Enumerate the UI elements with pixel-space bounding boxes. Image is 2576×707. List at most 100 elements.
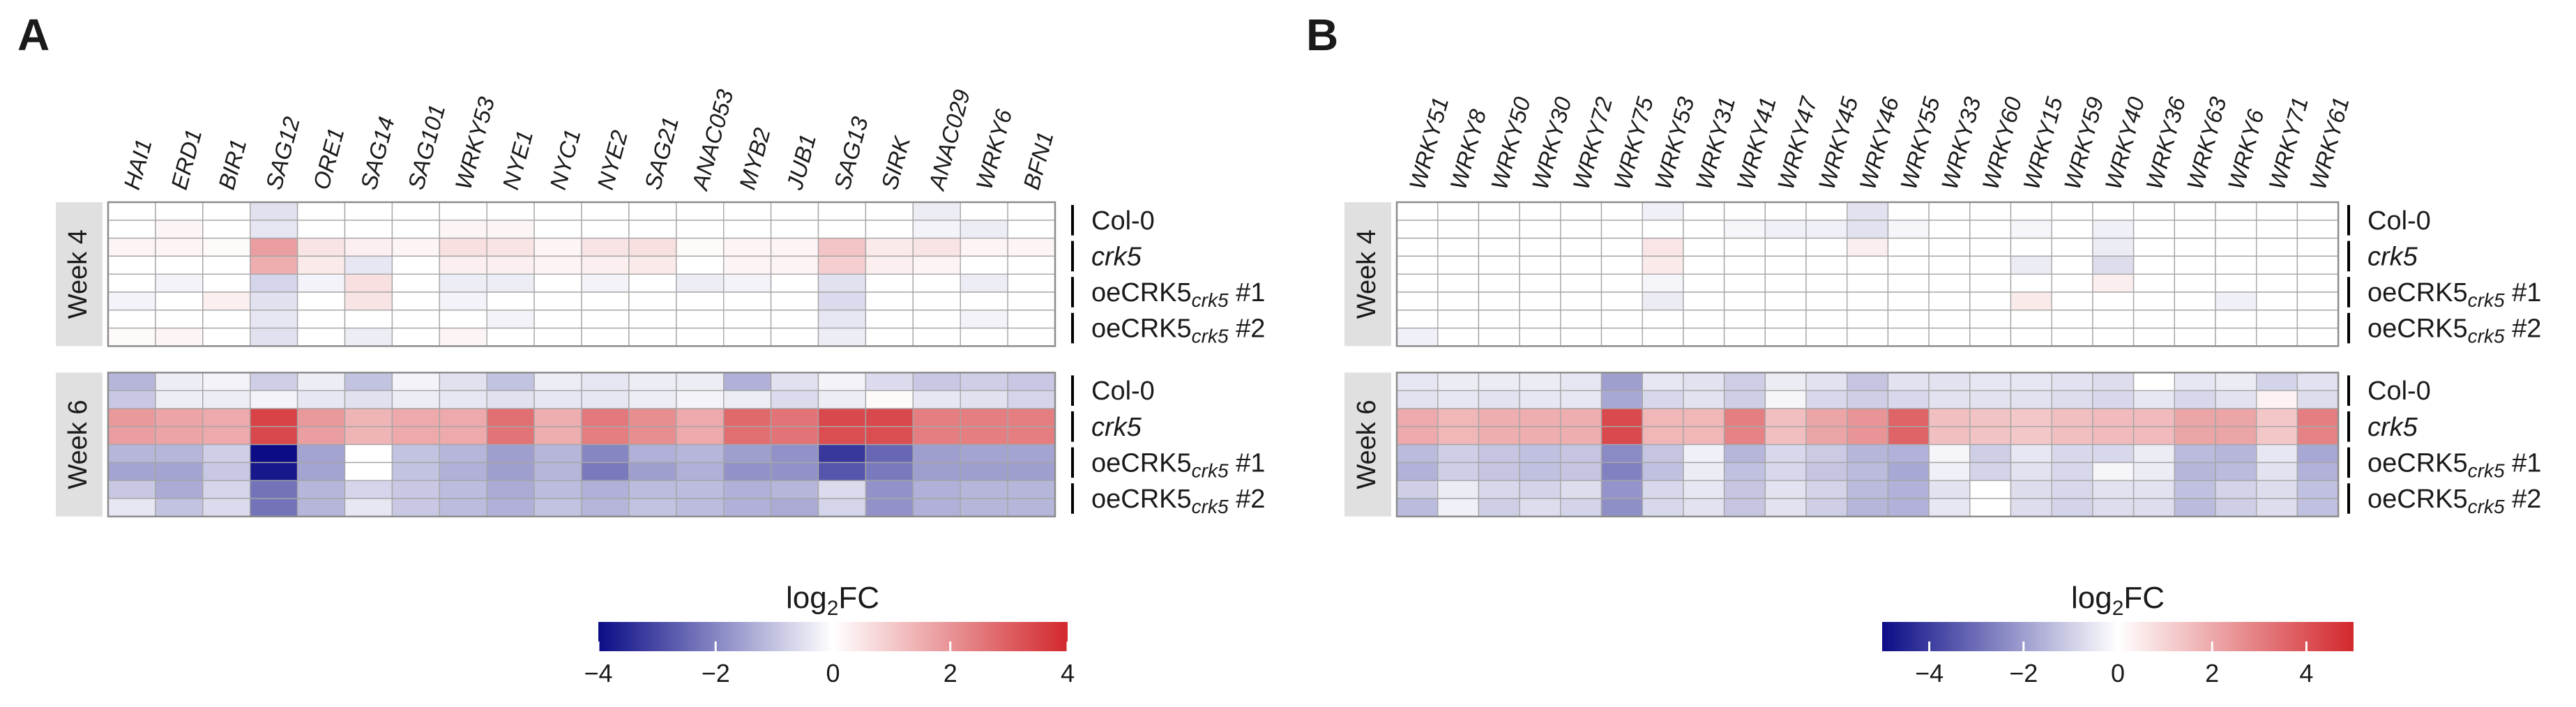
week-label: Week 6 [63, 400, 93, 489]
colorbar-tick-label: −4 [584, 659, 612, 687]
heatmap-cell [770, 426, 819, 446]
heatmap-cell [2174, 480, 2216, 499]
heatmap-cell [1969, 273, 2012, 293]
heatmap-cell [2296, 273, 2339, 293]
heatmap-cell [250, 462, 298, 481]
heatmap-cell [1600, 408, 1643, 427]
heatmap-cell [912, 237, 961, 257]
heatmap-panel-b: BWRKY51WRKY8WRKY50WRKY30WRKY72WRKY75WRKY… [1306, 10, 2541, 687]
row-group-suffix: #1 [2505, 278, 2542, 307]
heatmap-cell [1560, 462, 1603, 481]
heatmap-cell [2174, 372, 2216, 391]
heatmap-cell [628, 372, 677, 391]
heatmap-cell [344, 443, 393, 464]
heatmap-cell [1642, 462, 1684, 481]
heatmap-cell [155, 255, 204, 275]
week-strip [1344, 202, 1391, 347]
heatmap-border [107, 201, 1056, 347]
heatmap-cell [391, 273, 441, 293]
heatmap-cell [817, 237, 867, 257]
colorbar-tick-label: 2 [944, 659, 957, 687]
heatmap-cell [1805, 480, 1848, 499]
heatmap-cell [1969, 237, 2012, 257]
heatmap-cell [1007, 255, 1056, 275]
heatmap-cell [250, 498, 298, 517]
heatmap-cell [722, 390, 772, 409]
heatmap-cell [533, 255, 582, 275]
heatmap-cell [486, 426, 535, 446]
heatmap-cell [1560, 443, 1603, 464]
heatmap-cell [628, 291, 677, 311]
heatmap-cell [2132, 202, 2176, 221]
heatmap-cell [581, 372, 630, 391]
heatmap-cell [628, 273, 677, 293]
heatmap-cell [533, 291, 582, 311]
heatmap-cell [1764, 462, 1807, 481]
column-label: MYB2 [734, 125, 775, 192]
heatmap-cell [2010, 443, 2052, 464]
heatmap-cell [2215, 480, 2257, 499]
heatmap-cell [2215, 443, 2257, 464]
heatmap-cell [865, 237, 914, 257]
heatmap-cell [722, 273, 772, 293]
heatmap-cell [581, 273, 630, 293]
heatmap-cell [486, 372, 535, 391]
heatmap-cell [2215, 291, 2257, 311]
column-label: WRKY6 [2222, 106, 2268, 192]
heatmap-cell [581, 498, 630, 517]
heatmap-cell [250, 390, 298, 409]
row-group-subscript: crk5 [1192, 326, 1229, 347]
heatmap-cell [202, 310, 251, 329]
heatmap-cell [865, 310, 914, 329]
heatmap-cell [1846, 310, 1889, 329]
heatmap-cell [391, 462, 441, 481]
heatmap-cell [107, 408, 156, 427]
heatmap-cell [865, 202, 914, 221]
heatmap-cell [2010, 220, 2052, 239]
heatmap-cell [1683, 372, 1725, 391]
heatmap-cell [1723, 202, 1766, 221]
heatmap-cell [1642, 480, 1684, 499]
heatmap-cell [439, 255, 487, 275]
column-label: SAG21 [639, 114, 683, 192]
week-strip [56, 202, 103, 347]
heatmap-cell [1805, 220, 1848, 239]
heatmap-cell [344, 237, 393, 257]
heatmap-cell [2255, 291, 2298, 311]
heatmap-cell [1007, 372, 1056, 391]
heatmap-cell [1928, 237, 1971, 257]
colorbar: log2FC−4 −2 0 2 4 [584, 581, 1075, 687]
heatmap-cell [960, 372, 1008, 391]
heatmap-cell [1600, 327, 1643, 347]
heatmap-cell [2051, 480, 2093, 499]
row-group-suffix: #1 [1229, 278, 1266, 307]
heatmap-cell [344, 202, 393, 221]
heatmap-cell [912, 480, 961, 499]
heatmap-cell [1805, 390, 1848, 409]
heatmap-cell [2092, 273, 2135, 293]
heatmap-cell [2174, 237, 2216, 257]
week-strip [1344, 372, 1391, 517]
heatmap-cell [250, 310, 298, 329]
heatmap-cell [770, 273, 819, 293]
column-label: WRKY46 [1854, 94, 1904, 192]
heatmap-cell [107, 390, 156, 409]
heatmap-cell [1396, 426, 1439, 446]
heatmap-cell [1642, 237, 1684, 257]
heatmap-cell [1560, 327, 1603, 347]
heatmap-cell [344, 310, 393, 329]
heatmap-cell [2174, 310, 2216, 329]
heatmap-cell [2255, 390, 2298, 409]
heatmap-cell [2092, 237, 2135, 257]
heatmap-cell [1723, 237, 1766, 257]
heatmap-cell [1846, 426, 1889, 446]
heatmap-cell [960, 390, 1008, 409]
heatmap-cell [2255, 426, 2298, 446]
heatmap-cell [960, 291, 1008, 311]
heatmap-cell [2215, 372, 2257, 391]
heatmap-cell [2010, 255, 2052, 275]
heatmap-cell [439, 372, 487, 391]
heatmap-cell [676, 310, 725, 329]
